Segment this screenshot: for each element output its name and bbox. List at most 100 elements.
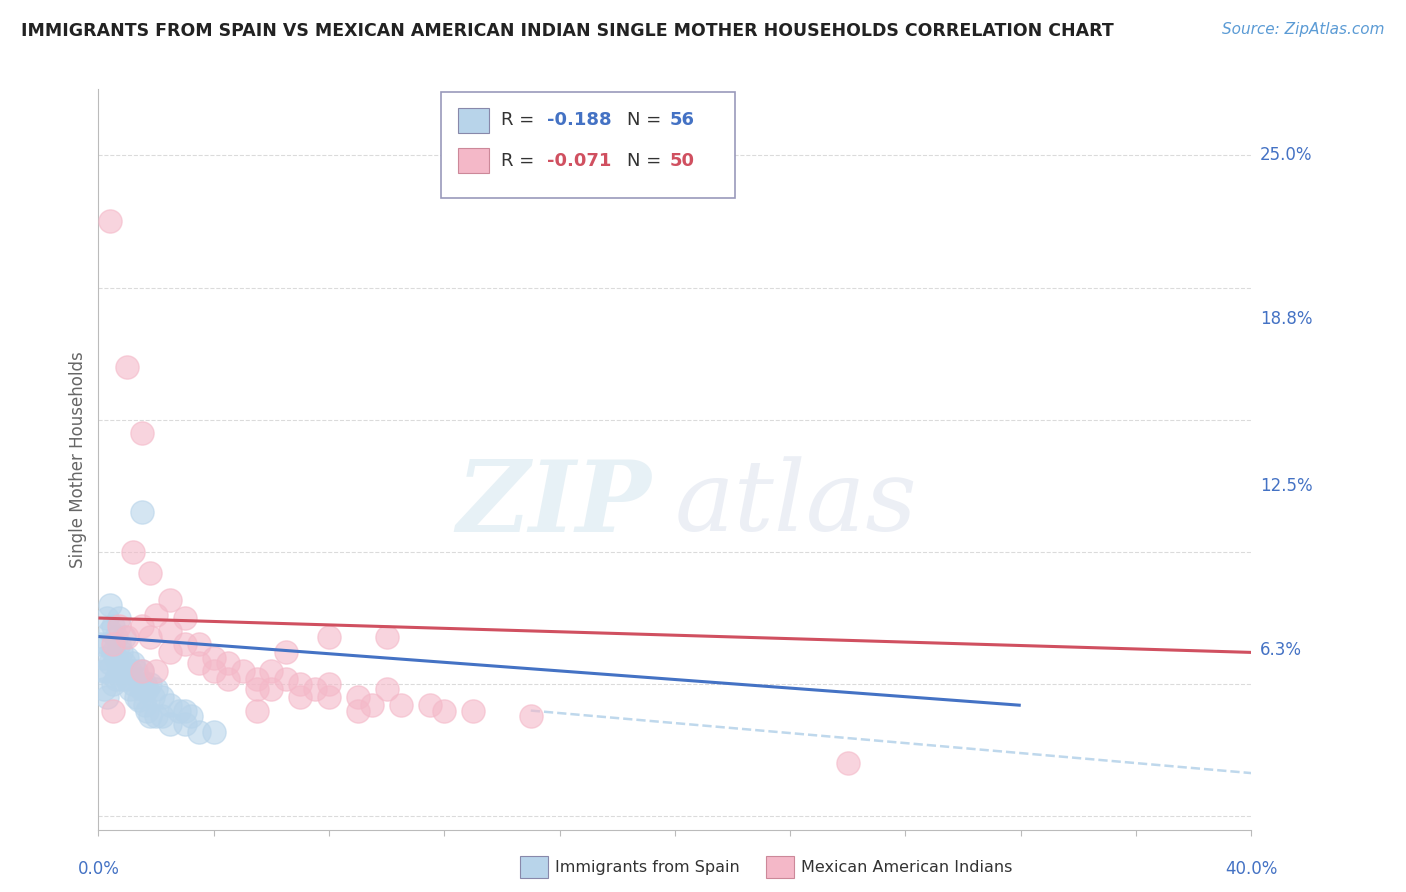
Point: [117, 672, 139, 686]
Point: [290, 677, 312, 691]
Point: [159, 645, 181, 659]
Text: 56: 56: [669, 112, 695, 129]
Point: [122, 677, 145, 691]
Point: [174, 716, 197, 731]
Text: 12.5%: 12.5%: [1260, 477, 1312, 495]
Point: [150, 690, 173, 705]
Point: [131, 664, 153, 678]
Point: [96, 690, 118, 705]
Point: [134, 698, 156, 713]
Point: [110, 672, 132, 686]
Point: [375, 630, 398, 644]
Point: [520, 709, 543, 723]
Text: N =: N =: [627, 152, 666, 169]
Point: [104, 630, 127, 644]
Point: [112, 630, 135, 644]
Point: [318, 630, 340, 644]
Text: Mexican American Indians: Mexican American Indians: [801, 860, 1012, 874]
Text: 0.0%: 0.0%: [77, 860, 120, 878]
Point: [128, 672, 150, 686]
Point: [188, 656, 211, 670]
Point: [246, 682, 269, 697]
Text: -0.071: -0.071: [547, 152, 612, 169]
Point: [122, 545, 145, 559]
Point: [159, 624, 181, 639]
Point: [260, 682, 283, 697]
Point: [93, 664, 115, 678]
Text: R =: R =: [501, 112, 540, 129]
Point: [101, 677, 124, 691]
Point: [93, 650, 115, 665]
Point: [98, 624, 121, 639]
Point: [246, 704, 269, 718]
Point: [107, 611, 129, 625]
Point: [217, 656, 239, 670]
Point: [139, 630, 162, 644]
Point: [290, 690, 312, 705]
Point: [231, 664, 254, 678]
Point: [101, 645, 124, 659]
Point: [96, 637, 118, 651]
Point: [98, 214, 121, 228]
Point: [167, 704, 190, 718]
Point: [159, 592, 181, 607]
Point: [128, 693, 150, 707]
Text: -0.188: -0.188: [547, 112, 612, 129]
Text: N =: N =: [627, 112, 666, 129]
Point: [101, 637, 124, 651]
Point: [120, 682, 142, 697]
Point: [131, 425, 153, 440]
Point: [174, 704, 197, 718]
Text: ZIP: ZIP: [457, 456, 652, 552]
Text: Immigrants from Spain: Immigrants from Spain: [555, 860, 740, 874]
Point: [461, 704, 484, 718]
Point: [274, 672, 297, 686]
Point: [150, 709, 173, 723]
Point: [318, 677, 340, 691]
Point: [93, 682, 115, 697]
Point: [104, 650, 127, 665]
Point: [142, 690, 165, 705]
Point: [246, 672, 269, 686]
Point: [139, 566, 162, 580]
Point: [389, 698, 412, 713]
Point: [98, 598, 121, 612]
Text: IMMIGRANTS FROM SPAIN VS MEXICAN AMERICAN INDIAN SINGLE MOTHER HOUSEHOLDS CORREL: IMMIGRANTS FROM SPAIN VS MEXICAN AMERICA…: [21, 22, 1114, 40]
Point: [101, 619, 124, 633]
Point: [131, 619, 153, 633]
Text: 50: 50: [669, 152, 695, 169]
Point: [260, 664, 283, 678]
Point: [120, 664, 142, 678]
Point: [217, 672, 239, 686]
Point: [136, 682, 159, 697]
Point: [131, 682, 153, 697]
Point: [145, 682, 167, 697]
Point: [104, 672, 127, 686]
Point: [202, 724, 225, 739]
Point: [110, 645, 132, 659]
Point: [174, 637, 197, 651]
Point: [112, 656, 135, 670]
Point: [145, 709, 167, 723]
Point: [159, 698, 181, 713]
Point: [139, 709, 162, 723]
Point: [107, 637, 129, 651]
Point: [346, 690, 368, 705]
Point: [117, 650, 139, 665]
Point: [419, 698, 441, 713]
Point: [346, 704, 368, 718]
Text: 25.0%: 25.0%: [1260, 146, 1312, 164]
Point: [117, 630, 139, 644]
Point: [117, 359, 139, 374]
Point: [134, 677, 156, 691]
Point: [202, 650, 225, 665]
Point: [375, 682, 398, 697]
Point: [98, 656, 121, 670]
Point: [361, 698, 384, 713]
Point: [159, 716, 181, 731]
Point: [274, 645, 297, 659]
Text: atlas: atlas: [675, 456, 918, 551]
Point: [107, 619, 129, 633]
Point: [122, 656, 145, 670]
Point: [125, 664, 148, 678]
